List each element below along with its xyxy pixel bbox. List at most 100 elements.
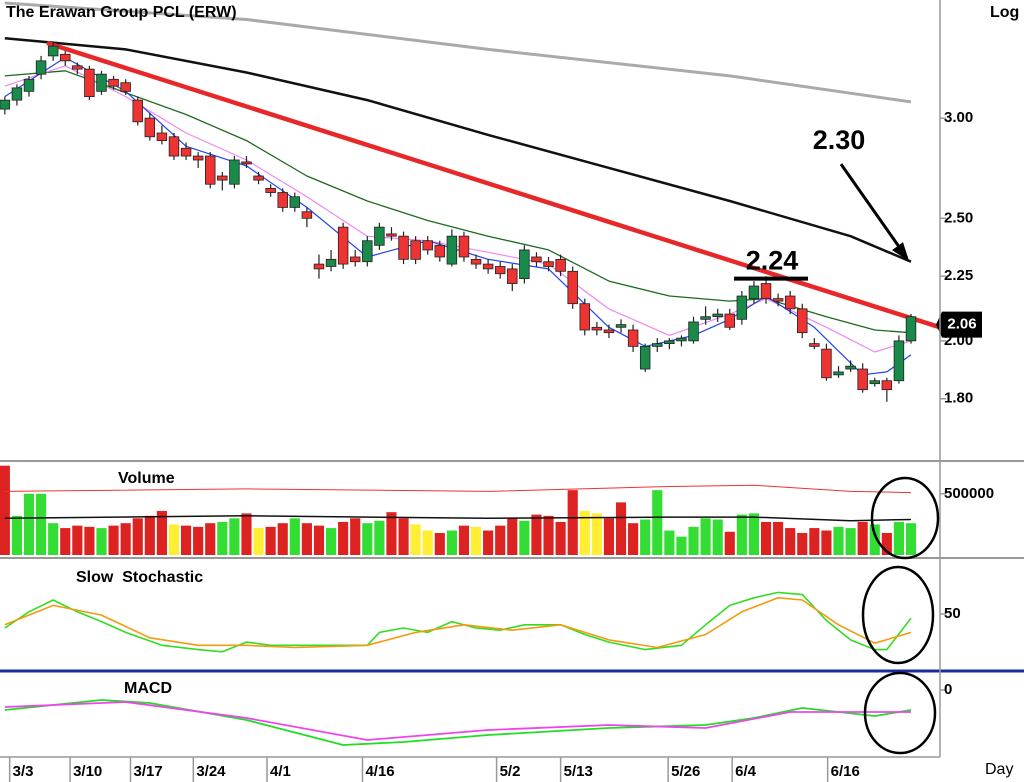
candle-body: [760, 283, 772, 299]
candle-body: [543, 261, 554, 267]
volume-bar: [338, 521, 349, 555]
candle-body: [507, 268, 518, 284]
volume-bar: [277, 523, 288, 555]
volume-bar: [615, 502, 627, 555]
volume-bar: [289, 518, 300, 555]
candle-body: [809, 343, 820, 347]
plot-layer: 1.802.002.252.503.002.242.302.0650000050…: [0, 1, 994, 782]
candle-body: [156, 132, 168, 141]
candle-body: [821, 348, 832, 379]
annotation-label: 2.24: [746, 246, 799, 276]
candle-body: [579, 303, 591, 331]
volume-bar: [748, 513, 760, 555]
candle-body: [893, 340, 905, 382]
volume-bar: [712, 519, 723, 555]
x-tick-label: 5/26: [671, 763, 700, 780]
candle-body: [386, 233, 397, 237]
volume-bar: [168, 524, 180, 555]
scale-label: Log: [990, 4, 1019, 21]
volume-bar: [144, 515, 155, 555]
x-tick-label: 6/16: [831, 763, 860, 780]
x-tick-label: 3/17: [133, 763, 162, 780]
candle-body: [591, 326, 603, 331]
x-tick-label: 6/4: [735, 763, 757, 780]
candle-body: [615, 324, 627, 328]
candle-body: [470, 258, 482, 265]
candle-body: [289, 196, 301, 208]
volume-bar: [519, 520, 530, 555]
candle-body: [277, 192, 288, 208]
x-tick-label: 3/24: [196, 763, 226, 780]
volume-bar: [567, 490, 578, 555]
candle-body: [204, 155, 216, 185]
candle-body: [784, 295, 796, 310]
candle-body: [603, 329, 615, 334]
candle-body: [72, 65, 83, 70]
volume-bar: [700, 518, 711, 555]
volume-bar: [362, 523, 373, 555]
candle-body: [748, 285, 760, 299]
candle-body: [180, 147, 192, 157]
volume-bar: [350, 518, 361, 555]
volume-bar: [760, 521, 772, 555]
volume-bar: [809, 528, 820, 555]
candle-body: [555, 258, 566, 272]
candle-body: [108, 78, 119, 87]
series-line: [4, 597, 912, 649]
candle-body: [192, 155, 204, 161]
candle-body: [458, 235, 470, 258]
highlight-circle: [870, 476, 940, 560]
candle-body: [639, 345, 651, 370]
volume-bar: [591, 513, 602, 555]
candle-body: [712, 313, 723, 318]
volume-bar: [386, 512, 397, 555]
candle-body: [23, 78, 35, 92]
candle-body: [120, 82, 131, 92]
highlight-circle: [863, 671, 937, 755]
y-tick-label: 0: [944, 681, 952, 698]
volume-bar: [398, 518, 409, 555]
highlight-circle: [861, 565, 935, 665]
series-line: [4, 591, 912, 653]
candle-body: [845, 365, 856, 370]
candle-body: [84, 68, 95, 98]
candle-body: [676, 337, 687, 342]
candle-body: [325, 258, 337, 267]
volume-bar: [253, 528, 264, 555]
series-line: [4, 36, 912, 263]
volume-bar: [869, 524, 880, 555]
series-line: [4, 701, 911, 741]
volume-bar: [833, 526, 844, 555]
volume-bar: [664, 530, 675, 555]
volume-bar: [893, 521, 904, 555]
volume-bar: [628, 523, 639, 555]
candle-body: [241, 161, 252, 165]
volume-bar: [603, 518, 615, 555]
volume-bar: [543, 515, 554, 555]
volume-bar: [579, 510, 590, 555]
series-line: [4, 484, 912, 494]
volume-bar: [688, 526, 699, 555]
candle-body: [60, 53, 71, 62]
volume-bar: [120, 523, 131, 555]
volume-bar: [724, 531, 735, 555]
panel-title: Volume: [118, 470, 175, 487]
volume-bar: [857, 521, 868, 555]
candle-body: [736, 295, 748, 320]
volume-bar: [193, 526, 204, 555]
volume-bar: [652, 490, 663, 555]
x-axis-label: Day: [985, 761, 1013, 778]
annotation-label: 2.30: [813, 125, 866, 155]
candle-body: [652, 343, 663, 347]
candle-body: [482, 263, 494, 270]
annotation-arrow: [839, 163, 909, 259]
volume-bar: [217, 521, 228, 555]
volume-bar: [483, 530, 494, 555]
volume-bar: [48, 523, 59, 555]
volume-bar: [797, 532, 808, 555]
volume-bar: [23, 493, 35, 555]
y-tick-label: 3.00: [944, 109, 973, 126]
volume-bar: [676, 536, 687, 555]
volume-bar: [785, 528, 796, 555]
candle-body: [349, 256, 361, 263]
